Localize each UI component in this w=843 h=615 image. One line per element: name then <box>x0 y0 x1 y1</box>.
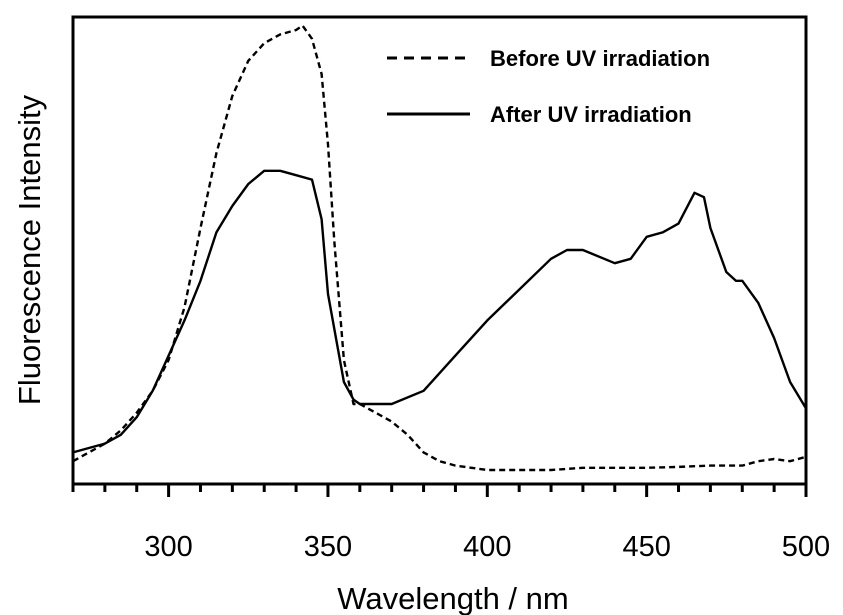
x-tick-label: 500 <box>782 531 830 563</box>
x-axis: 300 350 400 450 500 <box>71 484 830 563</box>
legend: Before UV irradiation After UV irradiati… <box>387 46 710 127</box>
legend-label-before-uv: Before UV irradiation <box>490 46 710 71</box>
x-axis-title: Wavelength / nm <box>337 581 568 615</box>
x-tick-label: 350 <box>304 531 352 563</box>
plot-frame <box>71 15 808 486</box>
x-tick-label: 450 <box>622 531 670 563</box>
plot-area <box>71 15 808 486</box>
series-line-before-uv <box>72 24 807 472</box>
x-tick-label: 400 <box>463 531 511 563</box>
series-layer <box>72 24 808 472</box>
series-line-after-uv <box>72 169 808 454</box>
y-axis-title: Fluorescence Intensity <box>12 94 47 405</box>
x-tick-label: 300 <box>144 531 192 563</box>
legend-label-after-uv: After UV irradiation <box>490 102 692 127</box>
